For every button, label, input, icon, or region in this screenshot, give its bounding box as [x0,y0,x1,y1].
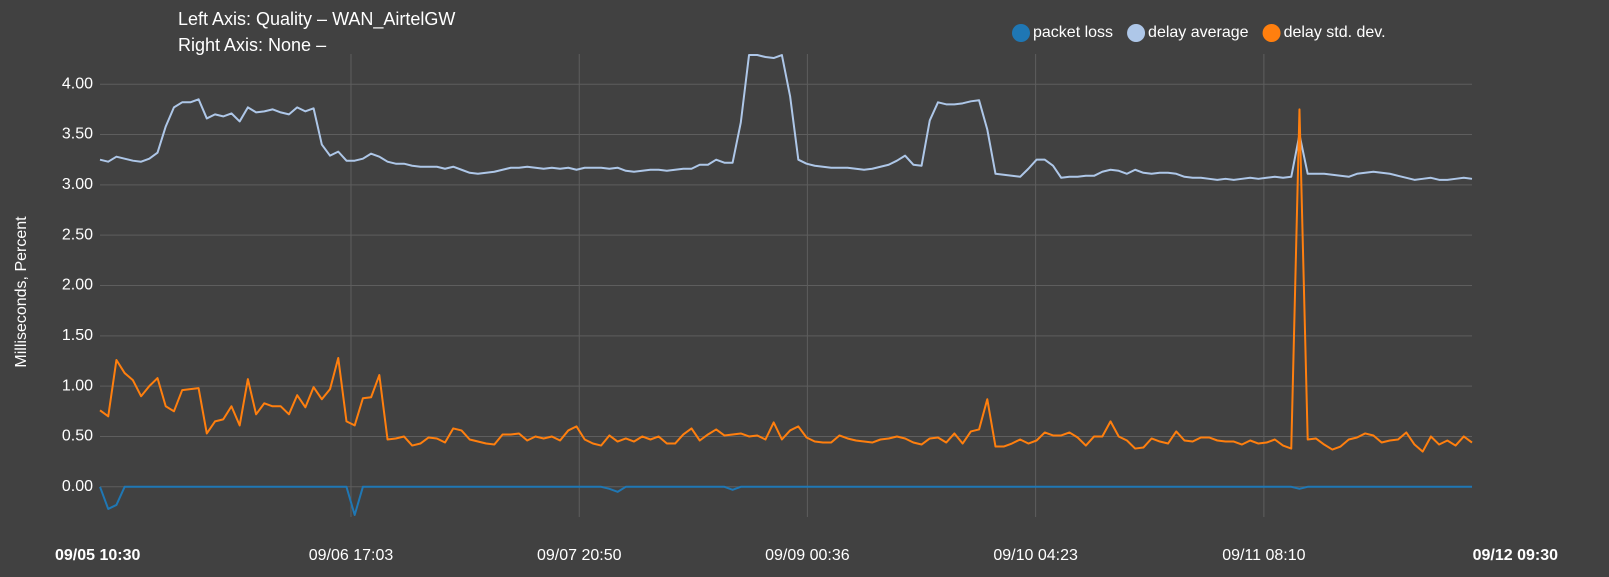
series-line [99,485,1472,516]
y-tick-label: 2.00 [62,277,93,294]
legend-marker [1127,24,1146,42]
grid [100,54,1472,517]
x-tick-label: 09/06 17:03 [309,547,394,564]
y-tick-label: 0.50 [62,428,93,445]
chart-title: Left Axis: Quality – WAN_AirtelGW [178,9,455,30]
x-axis-start-label: 09/05 10:30 [55,547,141,564]
y-tick-label: 0.00 [62,478,93,495]
chart-subtitle: Right Axis: None – [178,35,326,55]
series-line [99,108,1473,453]
x-tick-label: 09/11 08:10 [1222,547,1305,564]
y-tick-label: 2.50 [62,226,93,243]
y-tick-label: 3.00 [62,176,93,193]
y-tick-label: 1.50 [62,327,93,344]
legend-label: packet loss [1033,24,1113,41]
x-tick-label: 09/10 04:23 [993,547,1078,564]
x-tick-label: 09/07 20:50 [537,547,622,564]
legend-label: delay std. dev. [1284,24,1386,41]
legend-label: delay average [1148,24,1249,41]
legend-marker [1012,24,1030,42]
x-tick-label: 09/09 00:36 [765,547,850,564]
y-tick-label: 4.00 [62,75,93,92]
legend: packet loss delay average delay std. dev. [1012,24,1386,42]
y-tick-label: 3.50 [62,126,93,143]
x-axis-end-label: 09/12 09:30 [1473,547,1559,564]
y-axis-label: Milliseconds, Percent [13,216,30,368]
legend-marker [1262,24,1281,42]
y-tick-label: 1.00 [62,377,93,394]
plot-lines [99,54,1473,516]
series-line [99,54,1473,181]
